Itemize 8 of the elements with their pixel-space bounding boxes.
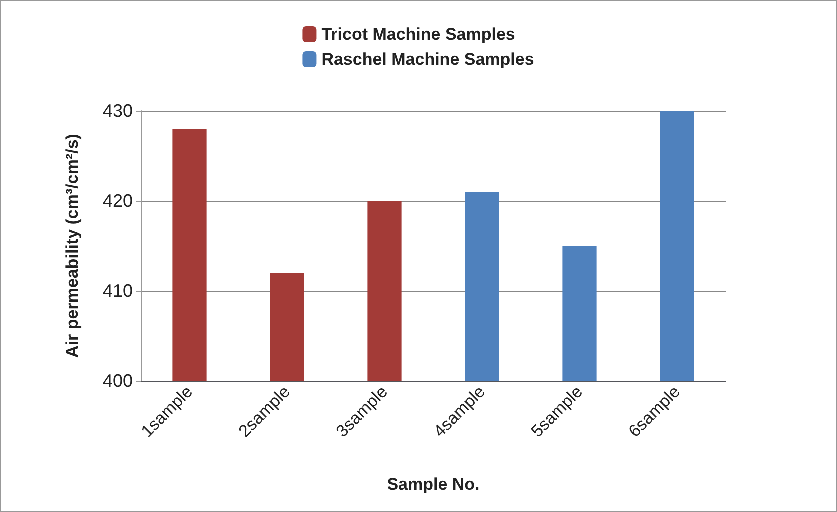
y-tick-label: 430 [102,101,133,121]
legend-label: Tricot Machine Samples [322,25,516,44]
legend-label: Raschel Machine Samples [322,50,534,69]
y-axis-title: Air permeability (cm³/cm²/s) [63,134,82,358]
y-tick-label: 420 [102,191,133,211]
x-axis-title: Sample No. [387,475,480,494]
y-tick-label: 410 [102,281,133,301]
y-tick-label: 400 [102,371,133,391]
